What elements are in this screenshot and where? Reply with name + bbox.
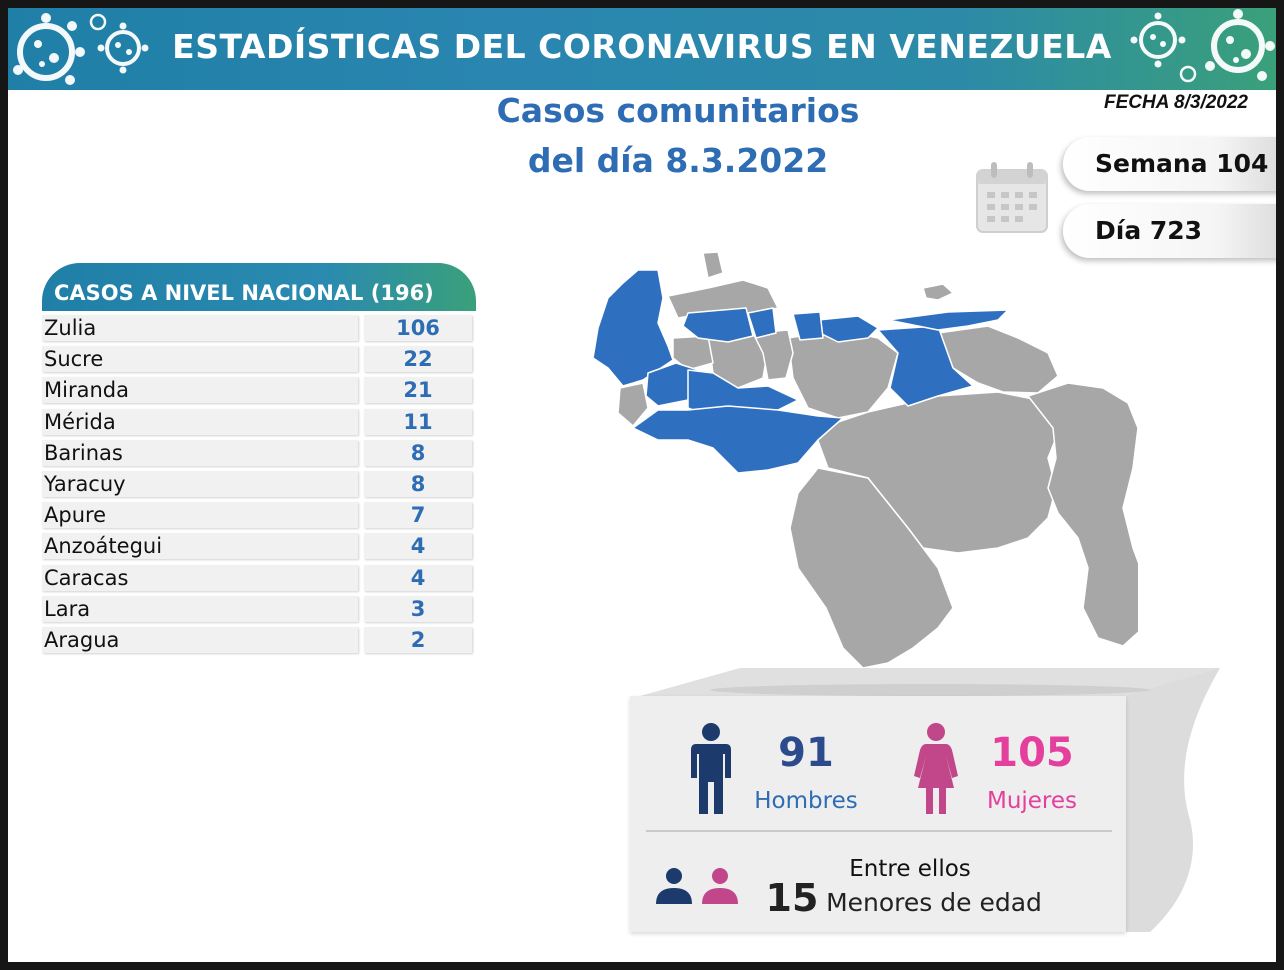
map-region-amazonas xyxy=(789,467,954,669)
state-name: Sucre xyxy=(42,346,358,373)
map-region-sucre xyxy=(887,309,1009,331)
man-icon xyxy=(691,723,731,814)
male-label: Hombres xyxy=(754,788,858,814)
state-name: Zulia xyxy=(42,315,358,341)
state-cases: 8 xyxy=(364,439,472,466)
week-badge: Semana 104 xyxy=(1063,137,1276,191)
banner: ESTADÍSTICAS DEL CORONAVIRUS EN VENEZUEL… xyxy=(8,8,1276,90)
table-row: Lara 3 xyxy=(42,595,482,626)
female-label: Mujeres xyxy=(986,788,1078,814)
table-row: Barinas 8 xyxy=(42,439,482,470)
state-cases: 106 xyxy=(364,315,472,341)
stats-card-curl xyxy=(640,668,1220,932)
table-row: Aragua 2 xyxy=(42,626,482,657)
map-region-apure xyxy=(632,405,844,474)
stats-card: 91 Hombres 105 Mujeres Entre ellos 15 Me… xyxy=(630,696,1126,932)
state-cases: 2 xyxy=(364,626,472,653)
state-name: Caracas xyxy=(42,564,358,591)
entre-ellos-label: Entre ellos xyxy=(849,856,971,882)
map-region-paraguana xyxy=(702,251,724,279)
stats-divider xyxy=(646,830,1112,832)
male-count: 91 xyxy=(778,730,834,776)
state-cases: 7 xyxy=(364,502,472,529)
table-row: Apure 7 xyxy=(42,501,482,532)
map-region-anzoategui xyxy=(877,325,974,407)
virus-icon xyxy=(1130,9,1275,83)
state-cases: 4 xyxy=(364,533,472,560)
people-icon xyxy=(656,868,738,904)
map-region-guarico xyxy=(787,329,899,419)
table-row: Anzoátegui 4 xyxy=(42,532,482,563)
state-name: Anzoátegui xyxy=(42,533,358,560)
table-row: Sucre 22 xyxy=(42,345,482,376)
table-row: Caracas 4 xyxy=(42,564,482,595)
table-row: Zulia 106 xyxy=(42,314,482,345)
cases-table: Zulia 106 Sucre 22 Miranda 21 Mérida 11 Bari… xyxy=(42,314,482,657)
state-name: Barinas xyxy=(42,439,358,466)
minors-label: Menores de edad xyxy=(826,888,1042,917)
map-region-monagas xyxy=(937,325,1059,394)
table-row: Mérida 11 xyxy=(42,408,482,439)
date-label: FECHA 8/3/2022 xyxy=(1104,92,1248,113)
state-name: Aragua xyxy=(42,626,358,653)
state-cases: 4 xyxy=(364,564,472,591)
table-header-label: CASOS A NIVEL NACIONAL (196) xyxy=(54,281,434,305)
state-cases: 21 xyxy=(364,377,472,404)
table-header: CASOS A NIVEL NACIONAL (196) xyxy=(42,263,476,311)
state-name: Apure xyxy=(42,502,358,529)
map-region-margarita xyxy=(922,283,954,301)
state-cases: 22 xyxy=(364,346,472,373)
table-row: Yaracuy 8 xyxy=(42,470,482,501)
table-row: Miranda 21 xyxy=(42,376,482,407)
female-count: 105 xyxy=(990,730,1074,776)
state-name: Mérida xyxy=(42,408,358,435)
day-label: Día 723 xyxy=(1095,216,1203,245)
state-cases: 3 xyxy=(364,595,472,622)
map-region-delta xyxy=(1027,382,1138,647)
map-region-yaracuy xyxy=(747,307,777,339)
page-title-line2: del día 8.3.2022 xyxy=(527,141,829,180)
venezuela-map xyxy=(592,251,1138,669)
calendar-icon xyxy=(976,162,1048,233)
state-cases: 11 xyxy=(364,408,472,435)
page-title-line1: Casos comunitarios xyxy=(496,91,860,130)
map-region-cojedes xyxy=(752,329,794,381)
state-name: Lara xyxy=(42,595,358,622)
infographic-page: ESTADÍSTICAS DEL CORONAVIRUS EN VENEZUEL… xyxy=(8,8,1276,962)
banner-title: ESTADÍSTICAS DEL CORONAVIRUS EN VENEZUEL… xyxy=(172,27,1112,66)
virus-icon xyxy=(13,13,149,85)
map-region-tachira xyxy=(617,382,649,427)
day-badge: Día 723 xyxy=(1063,204,1276,258)
map-region-lara-blue xyxy=(682,307,754,343)
state-name: Miranda xyxy=(42,377,358,404)
minors-count: 15 xyxy=(765,876,819,920)
map-region-aragua xyxy=(792,311,824,341)
state-name: Yaracuy xyxy=(42,470,358,497)
map-region-zulia xyxy=(592,269,674,387)
week-label: Semana 104 xyxy=(1095,149,1269,178)
state-cases: 8 xyxy=(364,470,472,497)
woman-icon xyxy=(914,723,958,814)
